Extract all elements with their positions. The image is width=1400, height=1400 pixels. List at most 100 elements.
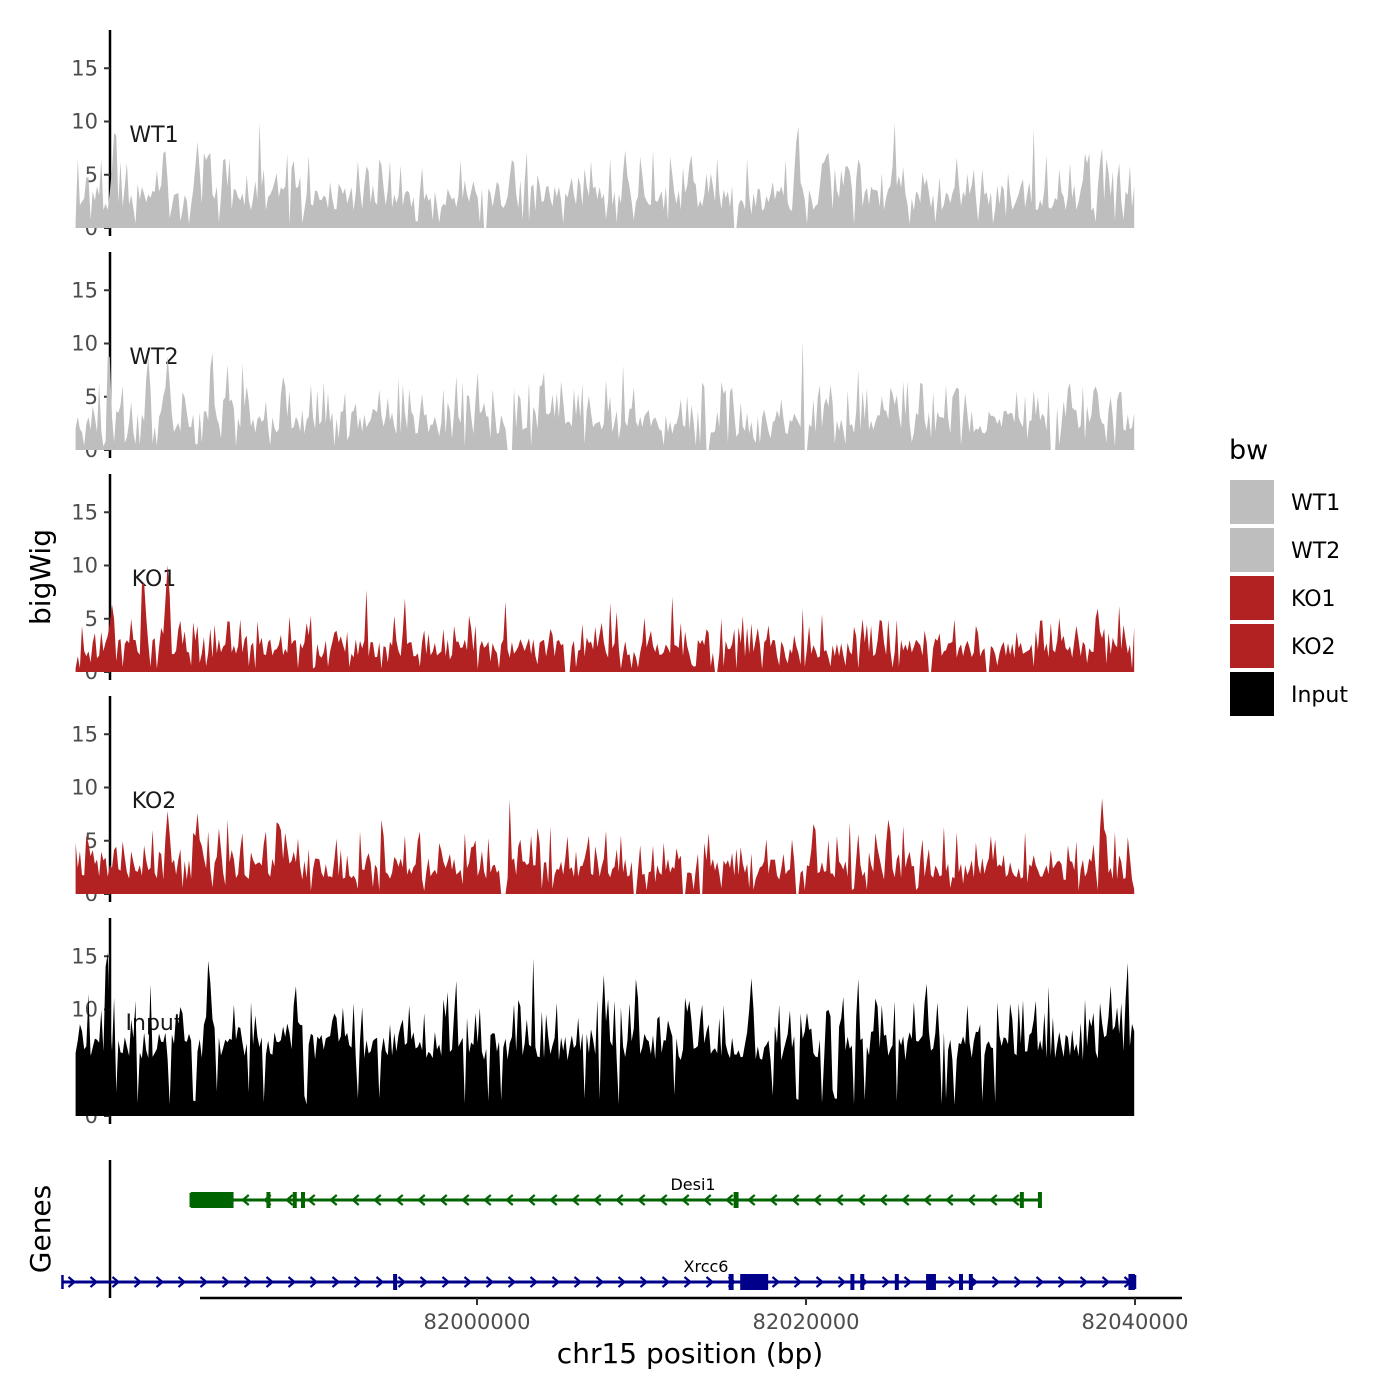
strand-arrow bbox=[771, 1276, 781, 1288]
exon bbox=[850, 1274, 855, 1290]
strand-arrow bbox=[637, 1194, 646, 1206]
bigwig-tracks: 051015WT1051015WT2051015KO1051015KO20510… bbox=[71, 30, 1135, 1128]
strand-arrow bbox=[373, 1194, 382, 1206]
strand-arrow bbox=[527, 1194, 536, 1206]
exon bbox=[1037, 1192, 1042, 1208]
exon bbox=[190, 1192, 234, 1208]
track-wt2: 051015WT2 bbox=[71, 252, 1135, 462]
strand-arrow bbox=[793, 1276, 803, 1288]
legend-label-ko1: KO1 bbox=[1291, 587, 1336, 612]
strand-arrow bbox=[857, 1194, 866, 1206]
genes-panel: Desi1 Xrcc6 bbox=[61, 1160, 1137, 1298]
y-tick-label: 10 bbox=[71, 776, 98, 800]
legend-swatch-wt2 bbox=[1230, 528, 1274, 572]
exon bbox=[266, 1192, 271, 1208]
strand-arrow bbox=[573, 1276, 583, 1288]
strand-arrow bbox=[351, 1194, 360, 1206]
strand-arrow bbox=[483, 1194, 492, 1206]
strand-arrow bbox=[881, 1276, 891, 1288]
strand-arrow bbox=[615, 1194, 624, 1206]
strand-arrow bbox=[813, 1194, 822, 1206]
strand-arrow bbox=[529, 1276, 539, 1288]
strand-arrow bbox=[461, 1194, 470, 1206]
exon bbox=[894, 1274, 899, 1290]
track-label: WT2 bbox=[129, 345, 178, 370]
track-label: KO2 bbox=[132, 789, 177, 814]
gene-desi1: Desi1 bbox=[189, 1175, 1042, 1208]
exon bbox=[300, 1192, 305, 1208]
strand-arrow bbox=[309, 1276, 319, 1288]
strand-arrow bbox=[551, 1276, 561, 1288]
strand-arrow bbox=[241, 1194, 250, 1206]
y-tick-label: 15 bbox=[71, 722, 98, 746]
legend-swatch-wt1 bbox=[1230, 480, 1274, 524]
legend-swatch-ko2 bbox=[1230, 624, 1274, 668]
strand-arrow bbox=[967, 1194, 976, 1206]
strand-arrow bbox=[1011, 1194, 1020, 1206]
gene-name: Xrcc6 bbox=[684, 1257, 729, 1276]
strand-arrow bbox=[441, 1276, 451, 1288]
strand-arrow bbox=[221, 1276, 231, 1288]
strand-arrow bbox=[89, 1276, 99, 1288]
strand-arrow bbox=[617, 1276, 627, 1288]
strand-arrow bbox=[307, 1194, 316, 1206]
signal-area-ko2 bbox=[75, 798, 1135, 894]
strand-arrow bbox=[593, 1194, 602, 1206]
legend-label-input: Input bbox=[1291, 683, 1348, 708]
x-tick-label: 82040000 bbox=[1082, 1310, 1189, 1334]
strand-arrow bbox=[769, 1194, 778, 1206]
strand-arrow bbox=[549, 1194, 558, 1206]
strand-arrow bbox=[419, 1276, 429, 1288]
strand-arrow bbox=[507, 1276, 517, 1288]
strand-arrow bbox=[901, 1194, 910, 1206]
y-tick-label: 10 bbox=[71, 998, 98, 1022]
strand-arrow bbox=[989, 1194, 998, 1206]
strand-arrow bbox=[947, 1276, 957, 1288]
exon bbox=[1019, 1192, 1024, 1208]
y-axis-title: bigWig bbox=[24, 529, 57, 625]
exon bbox=[292, 1192, 297, 1208]
strand-arrow bbox=[439, 1194, 448, 1206]
strand-arrow bbox=[747, 1194, 756, 1206]
gene-xrcc6: Xrcc6 bbox=[61, 1257, 1137, 1290]
track-label: WT1 bbox=[129, 123, 178, 148]
y-tick-label: 10 bbox=[71, 554, 98, 578]
strand-arrow bbox=[285, 1194, 294, 1206]
y-tick-label: 15 bbox=[71, 278, 98, 302]
y-tick-label: 15 bbox=[71, 56, 98, 80]
strand-arrow bbox=[417, 1194, 426, 1206]
strand-arrow bbox=[903, 1276, 913, 1288]
strand-arrow bbox=[659, 1194, 668, 1206]
strand-arrow bbox=[395, 1194, 404, 1206]
x-tick-label: 82000000 bbox=[424, 1310, 531, 1334]
strand-arrow bbox=[353, 1276, 363, 1288]
strand-arrow bbox=[505, 1194, 514, 1206]
signal-area-wt1 bbox=[75, 122, 1135, 228]
exon bbox=[958, 1274, 963, 1290]
x-axis: 82000000 82020000 82040000 bbox=[200, 1296, 1189, 1334]
strand-arrow bbox=[155, 1276, 165, 1288]
strand-arrow bbox=[703, 1194, 712, 1206]
legend: bw WT1 WT2 KO1 KO2 Input bbox=[1229, 435, 1348, 716]
strand-arrow bbox=[485, 1276, 495, 1288]
exon bbox=[926, 1274, 936, 1290]
strand-arrow bbox=[681, 1194, 690, 1206]
track-label: KO1 bbox=[132, 567, 177, 592]
strand-arrow bbox=[287, 1276, 297, 1288]
strand-arrow bbox=[133, 1276, 143, 1288]
strand-arrow bbox=[683, 1276, 693, 1288]
strand-arrow bbox=[639, 1276, 649, 1288]
exon bbox=[1128, 1274, 1135, 1290]
strand-arrow bbox=[991, 1276, 1001, 1288]
strand-arrow bbox=[199, 1276, 209, 1288]
strand-arrow bbox=[705, 1276, 715, 1288]
strand-arrow bbox=[329, 1194, 338, 1206]
strand-arrow bbox=[945, 1194, 954, 1206]
strand-arrow bbox=[1013, 1276, 1023, 1288]
strand-arrow bbox=[595, 1276, 605, 1288]
gene-name: Desi1 bbox=[670, 1175, 715, 1194]
exon bbox=[968, 1274, 973, 1290]
legend-label-wt1: WT1 bbox=[1291, 491, 1340, 516]
x-axis-title: chr15 position (bp) bbox=[557, 1337, 823, 1370]
